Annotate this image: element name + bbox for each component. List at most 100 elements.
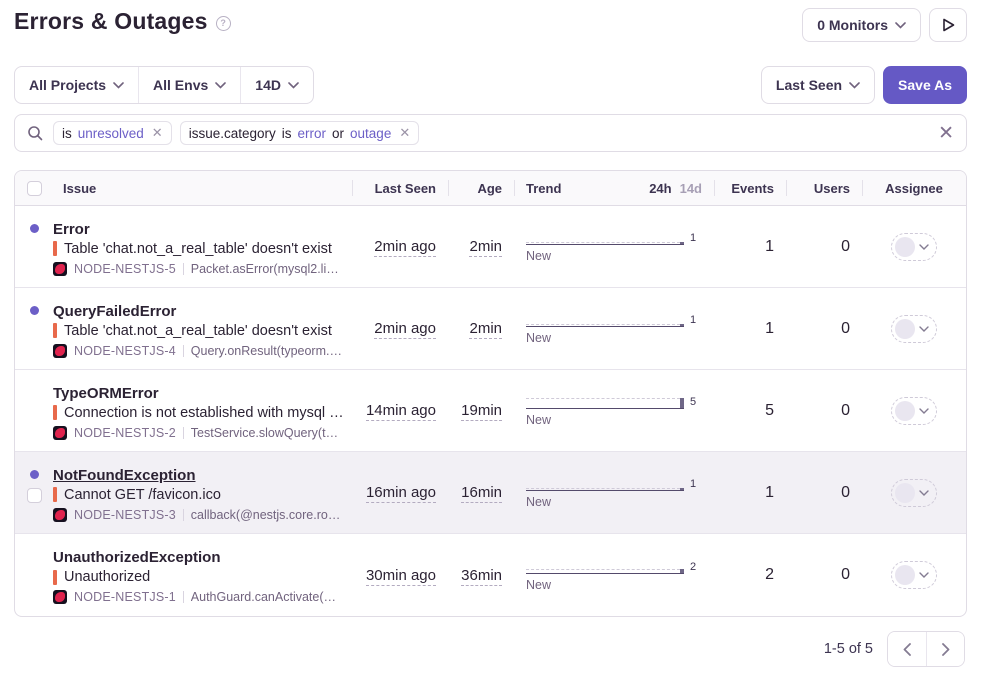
issue-culprit: Packet.asError(mysql2.lib.pac…	[190, 261, 342, 276]
play-icon	[942, 18, 954, 32]
sparkline-chart	[526, 476, 684, 491]
last-seen-value[interactable]: 16min ago	[365, 484, 436, 503]
sparkline-bar	[680, 568, 684, 573]
table-body: Error Table 'chat.not_a_real_table' does…	[15, 206, 966, 616]
users-count: 0	[841, 237, 850, 255]
remove-token-icon[interactable]: ✕	[399, 125, 411, 140]
chevron-down-icon	[215, 81, 227, 89]
table-row[interactable]: NotFoundException Cannot GET /favicon.ic…	[15, 452, 966, 534]
monitors-dropdown-button[interactable]: 0 Monitors	[802, 8, 921, 42]
help-info-icon[interactable]: ?	[215, 15, 231, 31]
last-seen-value[interactable]: 2min ago	[374, 320, 436, 339]
column-events[interactable]: Events	[714, 171, 786, 205]
row-checkbox[interactable]	[26, 488, 42, 503]
issue-search-bar[interactable]: is unresolved ✕ issue.category is error or outa…	[14, 114, 967, 152]
meta-divider	[182, 426, 184, 439]
age-value[interactable]: 36min	[461, 566, 502, 586]
age-value[interactable]: 19min	[461, 402, 502, 421]
page-range-label: 1-5 of 5	[823, 641, 873, 657]
project-slug[interactable]: NODE-NESTJS-3	[74, 507, 176, 522]
envs-filter-dropdown[interactable]: All Envs	[138, 67, 240, 103]
trend-status-label: New	[526, 331, 552, 345]
chevron-right-icon	[941, 642, 949, 656]
avatar	[895, 400, 915, 421]
column-age[interactable]: Age	[448, 171, 514, 205]
last-seen-value[interactable]: 14min ago	[365, 402, 436, 421]
nestjs-project-icon	[53, 590, 67, 604]
trend-status-label: New	[526, 495, 552, 509]
search-filter-token[interactable]: issue.category is error or outage ✕	[179, 121, 420, 145]
search-token-list: is unresolved ✕ issue.category is error or outa…	[53, 121, 928, 145]
chevron-down-icon	[919, 407, 929, 414]
sparkline-max-value: 1	[690, 478, 697, 490]
table-row[interactable]: Error Table 'chat.not_a_real_table' does…	[15, 206, 966, 288]
remove-token-icon[interactable]: ✕	[151, 125, 163, 140]
trend-range-24h[interactable]: 24h	[649, 180, 672, 196]
last-seen-value[interactable]: 30min ago	[365, 566, 436, 586]
sparkline-max-line	[526, 242, 680, 243]
next-page-button[interactable]	[926, 632, 964, 666]
period-filter-dropdown[interactable]: 14D	[240, 67, 313, 103]
sparkline-max-line	[526, 488, 680, 489]
issue-title-link[interactable]: QueryFailedError	[53, 302, 177, 320]
table-row[interactable]: QueryFailedError Table 'chat.not_a_real_…	[15, 288, 966, 370]
project-slug[interactable]: NODE-NESTJS-2	[74, 425, 176, 440]
age-value[interactable]: 16min	[461, 484, 502, 503]
sort-dropdown-button[interactable]: Last Seen	[760, 66, 876, 104]
sparkline-bar	[680, 398, 684, 408]
clear-search-button[interactable]: ✕	[938, 122, 954, 144]
column-assignee[interactable]: Assignee	[862, 171, 966, 205]
last-seen-value[interactable]: 2min ago	[374, 238, 436, 257]
error-level-bar	[53, 323, 57, 338]
project-slug[interactable]: NODE-NESTJS-1	[74, 590, 176, 604]
projects-filter-label: All Projects	[29, 77, 107, 93]
assignee-dropdown[interactable]	[891, 478, 937, 507]
select-all-checkbox[interactable]	[27, 180, 42, 196]
pagination: 1-5 of 5	[14, 631, 967, 667]
assignee-dropdown[interactable]	[891, 232, 937, 261]
chevron-down-icon	[895, 21, 906, 29]
assignee-dropdown[interactable]	[891, 561, 937, 589]
column-last-seen[interactable]: Last Seen	[352, 171, 448, 205]
token-val: unresolved	[77, 125, 144, 141]
events-count: 1	[765, 319, 774, 337]
period-filter-label: 14D	[255, 77, 281, 93]
unread-dot	[29, 224, 39, 233]
token-key: is	[62, 125, 72, 141]
nestjs-project-icon	[53, 507, 67, 522]
users-count: 0	[841, 319, 850, 337]
issue-title-link[interactable]: UnauthorizedException	[53, 549, 221, 566]
assignee-dropdown[interactable]	[891, 396, 937, 425]
assignee-dropdown[interactable]	[891, 314, 937, 343]
age-value[interactable]: 2min	[469, 238, 502, 257]
search-filter-token[interactable]: is unresolved ✕	[53, 121, 172, 145]
avatar	[895, 565, 915, 585]
token-key: issue.category	[188, 125, 276, 141]
error-level-bar	[53, 405, 57, 420]
filter-toolbar: All Projects All Envs 14D Last Seen Save…	[14, 66, 967, 104]
trend-range-14d[interactable]: 14d	[679, 180, 702, 196]
error-level-bar	[53, 569, 57, 585]
projects-filter-dropdown[interactable]: All Projects	[15, 67, 138, 103]
issue-title-link[interactable]: Error	[53, 220, 90, 238]
age-value[interactable]: 2min	[469, 320, 502, 339]
issue-title-link[interactable]: NotFoundException	[53, 466, 196, 484]
table-row[interactable]: UnauthorizedException Unauthorized NODE-…	[15, 534, 966, 616]
chevron-down-icon	[919, 243, 929, 250]
error-level-bar	[53, 487, 57, 502]
project-slug[interactable]: NODE-NESTJS-5	[74, 261, 176, 276]
project-slug[interactable]: NODE-NESTJS-4	[74, 343, 176, 358]
sparkline-max-value: 2	[690, 560, 697, 573]
events-count: 1	[765, 237, 774, 255]
nestjs-project-icon	[53, 261, 67, 276]
column-users[interactable]: Users	[786, 171, 862, 205]
table-row[interactable]: TypeORMError Connection is not establish…	[15, 370, 966, 452]
run-play-button[interactable]	[929, 8, 967, 42]
issue-title-link[interactable]: TypeORMError	[53, 384, 159, 402]
search-icon	[28, 126, 43, 141]
users-count: 0	[841, 483, 850, 501]
sparkline-chart	[526, 394, 684, 409]
previous-page-button[interactable]	[888, 632, 926, 666]
save-as-button[interactable]: Save As	[883, 66, 967, 104]
